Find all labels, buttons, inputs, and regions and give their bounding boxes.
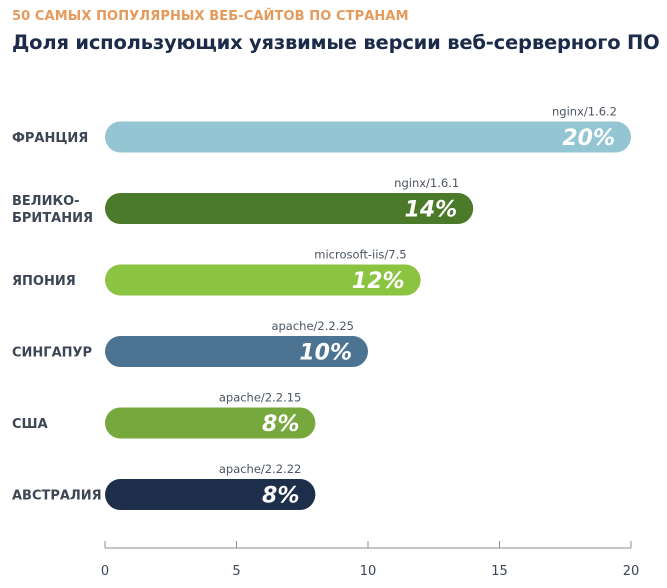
chart-subtitle: 50 САМЫХ ПОПУЛЯРНЫХ ВЕБ-САЙТОВ ПО СТРАНА…: [12, 9, 409, 24]
server-label: nginx/1.6.2: [552, 105, 617, 119]
x-tick-label: 20: [623, 564, 640, 579]
bar-value-label: 8%: [262, 484, 299, 509]
server-label: apache/2.2.15: [219, 391, 302, 405]
bar: [105, 479, 316, 510]
bar: [105, 336, 368, 367]
server-label: apache/2.2.25: [271, 319, 354, 333]
x-tick-label: 10: [360, 564, 377, 579]
category-label: ЯПОНИЯ: [12, 274, 76, 289]
category-label: ВЕЛИКО-: [12, 194, 80, 209]
x-tick-label: 5: [232, 564, 240, 579]
chart-title: Доля использующих уязвимые версии веб-се…: [12, 31, 660, 54]
bar-value-label: 8%: [262, 412, 299, 437]
bar: [105, 407, 316, 439]
bar: [105, 264, 421, 296]
x-tick-label: 0: [101, 564, 109, 579]
bar-value-label: 20%: [562, 126, 615, 151]
bar-value-label: 12%: [352, 269, 405, 294]
category-label: США: [12, 417, 48, 432]
bar-value-label: 10%: [299, 341, 352, 366]
category-label: ФРАНЦИЯ: [12, 131, 88, 146]
bar: [105, 121, 631, 153]
server-label: nginx/1.6.1: [394, 176, 459, 190]
bar-value-label: 14%: [405, 198, 458, 223]
bar: [105, 193, 474, 224]
server-label: apache/2.2.22: [219, 462, 302, 476]
server-label: microsoft-iis/7.5: [314, 248, 406, 262]
x-tick-label: 15: [491, 564, 508, 579]
category-label: СИНГАПУР: [12, 346, 92, 361]
category-label: БРИТАНИЯ: [12, 211, 93, 226]
category-label: АВСТРАЛИЯ: [12, 489, 102, 504]
